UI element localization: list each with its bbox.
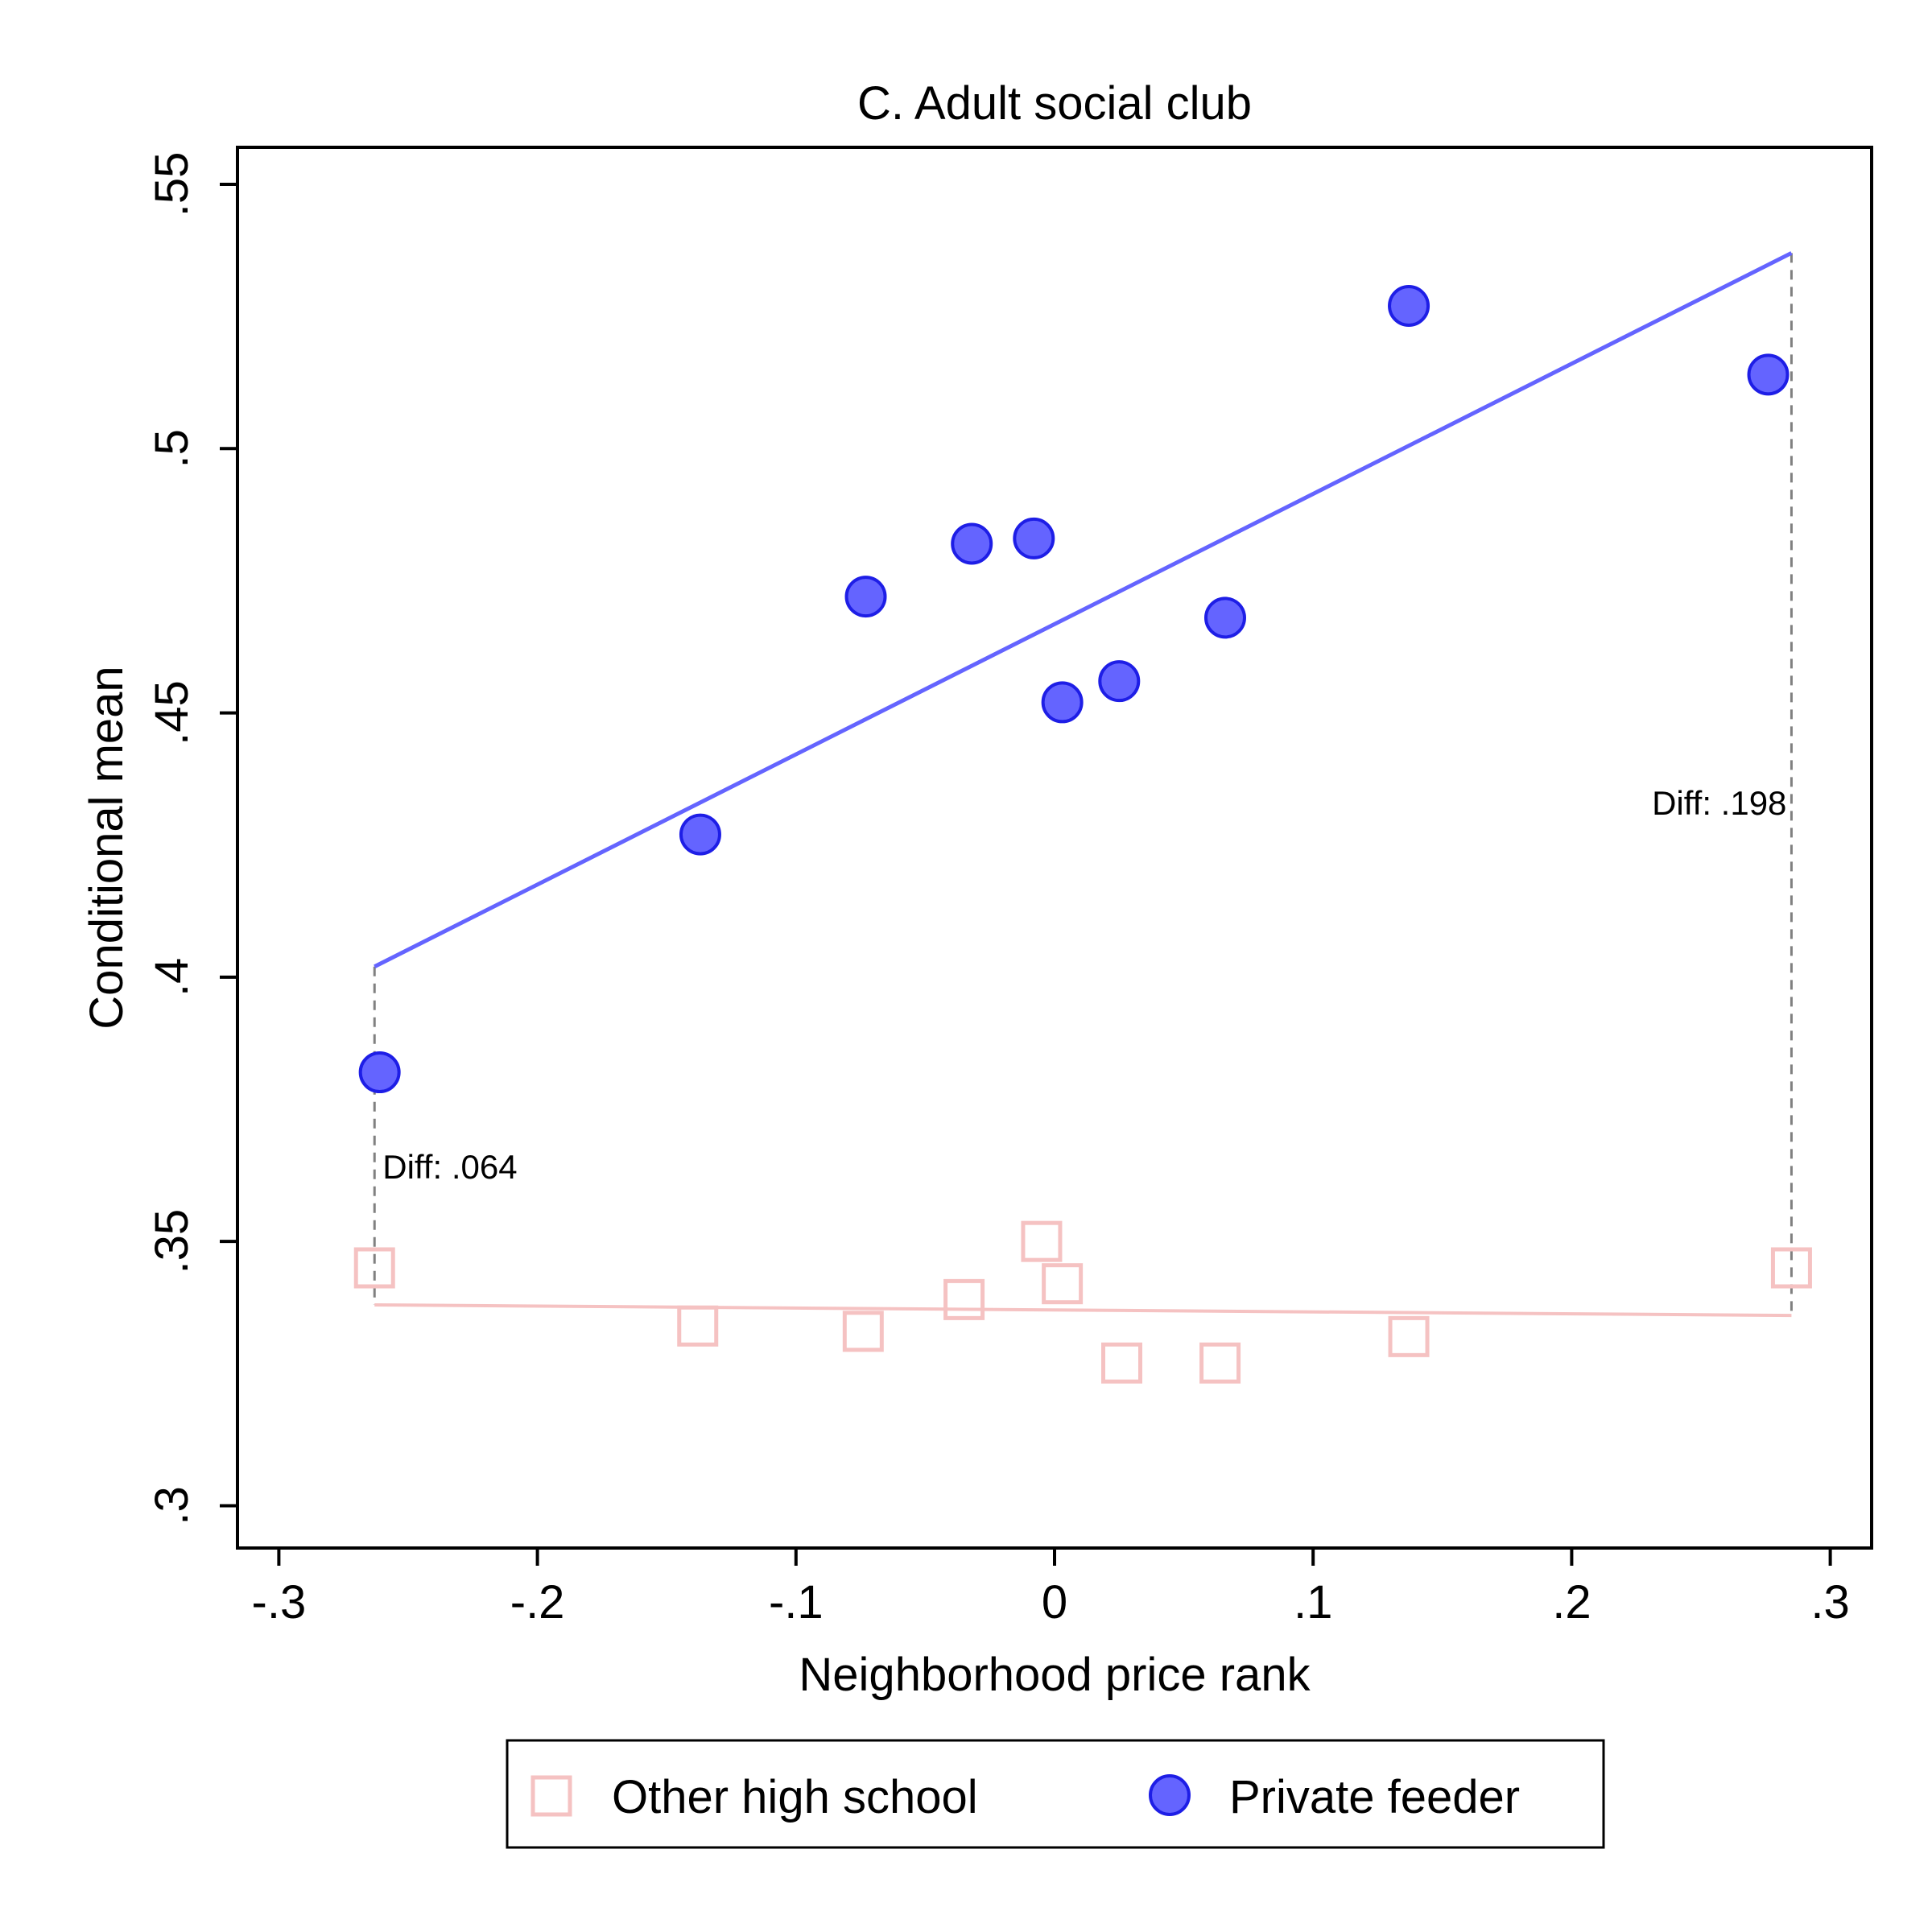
point-private-feeder [1013,517,1055,559]
legend-label-other-high-school: Other high school [612,1771,978,1823]
diff-label: Diff: .064 [382,1148,517,1186]
point-private-feeder [951,522,993,565]
point-other-high-school [1199,1342,1241,1384]
point-other-high-school [677,1305,719,1347]
y-tick-label: .5 [146,429,198,468]
point-other-high-school [842,1311,884,1352]
legend-marker-private-feeder [1149,1774,1191,1816]
y-tick-label: .55 [146,152,198,217]
y-tick-label: .45 [146,680,198,745]
x-tick-label: .3 [1810,1576,1849,1629]
fit-line-other-high-school [374,1302,1792,1318]
point-private-feeder [358,1051,401,1094]
y-tick-label: .35 [146,1209,198,1274]
legend: Other high school Private feeder [506,1739,1605,1849]
x-tick-label: -.2 [510,1576,565,1629]
point-other-high-school [353,1247,395,1289]
point-private-feeder [1041,681,1084,724]
x-tick-label: .1 [1294,1576,1332,1629]
x-tick-label: -.1 [769,1576,824,1629]
x-axis-label: Neighborhood price rank [799,1649,1311,1701]
x-tick-label: -.3 [252,1576,307,1629]
point-private-feeder [1388,284,1430,327]
legend-marker-other-high-school [530,1775,572,1817]
point-private-feeder [844,576,887,618]
plot-frame [236,146,1873,1550]
fit-line-private-feeder [374,251,1793,968]
point-other-high-school [943,1278,985,1320]
plot-area: -.3 -.2 -.1 0 .1 .2 .3 .3 .35 .4 .45 .5 .55 Diff: .06… [146,152,1850,1629]
legend-box [506,1739,1605,1849]
point-private-feeder [679,813,721,856]
legend-label-private-feeder: Private feeder [1229,1771,1520,1823]
point-other-high-school [1042,1263,1084,1305]
point-other-high-school [1388,1315,1430,1357]
x-tick-label: .2 [1552,1576,1591,1629]
point-other-high-school [1021,1220,1063,1262]
point-private-feeder [1098,660,1141,703]
y-tick-label: .3 [146,1486,198,1525]
point-other-high-school [1770,1247,1812,1289]
chart-title: C. Adult social club [857,77,1252,130]
point-other-high-school [1101,1342,1143,1384]
y-tick-label: .4 [146,958,198,997]
point-private-feeder [1203,597,1246,639]
y-axis-label: Conditional mean [80,666,133,1029]
x-tick-label: 0 [1042,1576,1067,1629]
point-private-feeder [1747,353,1790,396]
diff-label: Diff: .198 [1652,784,1786,822]
